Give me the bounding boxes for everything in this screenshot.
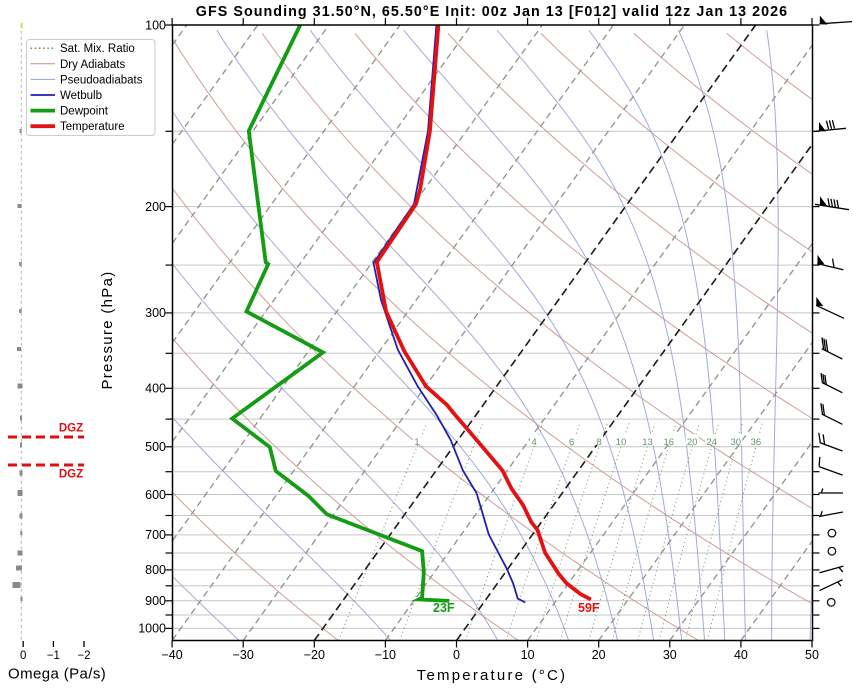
svg-text:6: 6 (569, 437, 574, 448)
svg-text:40: 40 (734, 648, 748, 662)
svg-text:200: 200 (145, 200, 166, 214)
svg-text:59F: 59F (578, 601, 600, 615)
svg-text:500: 500 (145, 440, 166, 454)
svg-text:Pseudoadiabats: Pseudoadiabats (60, 74, 143, 86)
svg-text:−10: −10 (375, 648, 396, 662)
svg-text:16: 16 (664, 437, 675, 448)
svg-text:Pressure (hPa): Pressure (hPa) (99, 270, 116, 389)
svg-text:0: 0 (20, 650, 26, 662)
svg-text:DGZ: DGZ (59, 423, 83, 435)
svg-text:−40: −40 (161, 648, 182, 662)
svg-text:8: 8 (597, 437, 602, 448)
svg-text:−2: −2 (77, 650, 90, 662)
svg-text:Sat. Mix. Ratio: Sat. Mix. Ratio (60, 43, 135, 55)
svg-text:−1: −1 (47, 650, 60, 662)
svg-text:13: 13 (642, 437, 653, 448)
svg-text:20: 20 (592, 648, 606, 662)
svg-text:−20: −20 (304, 648, 325, 662)
svg-text:−30: −30 (233, 648, 254, 662)
svg-text:23F: 23F (433, 601, 455, 615)
svg-text:Omega (Pa/s): Omega (Pa/s) (8, 666, 106, 683)
svg-text:800: 800 (145, 563, 166, 577)
svg-text:24: 24 (706, 437, 717, 448)
svg-text:Temperature: Temperature (60, 121, 125, 133)
svg-text:1: 1 (414, 437, 419, 448)
svg-text:20: 20 (687, 437, 698, 448)
svg-text:1000: 1000 (138, 622, 166, 636)
svg-text:4: 4 (531, 437, 536, 448)
svg-text:50: 50 (805, 648, 819, 662)
svg-text:400: 400 (145, 382, 166, 396)
svg-text:100: 100 (145, 18, 166, 32)
svg-text:Dry Adiabats: Dry Adiabats (60, 59, 125, 71)
svg-text:900: 900 (145, 594, 166, 608)
svg-text:300: 300 (145, 306, 166, 320)
svg-text:30: 30 (731, 437, 742, 448)
svg-text:Dewpoint: Dewpoint (60, 106, 109, 118)
svg-text:0: 0 (453, 648, 460, 662)
svg-text:Wetbulb: Wetbulb (60, 90, 102, 102)
svg-text:10: 10 (616, 437, 627, 448)
svg-text:36: 36 (751, 437, 762, 448)
svg-text:Temperature (°C): Temperature (°C) (417, 667, 567, 684)
svg-text:700: 700 (145, 528, 166, 542)
svg-text:DGZ: DGZ (59, 469, 83, 481)
svg-text:10: 10 (521, 648, 535, 662)
svg-text:600: 600 (145, 488, 166, 502)
svg-text:30: 30 (663, 648, 677, 662)
svg-text:GFS Sounding 31.50°N, 65.50°E: GFS Sounding 31.50°N, 65.50°E Init: 00z … (196, 4, 788, 20)
